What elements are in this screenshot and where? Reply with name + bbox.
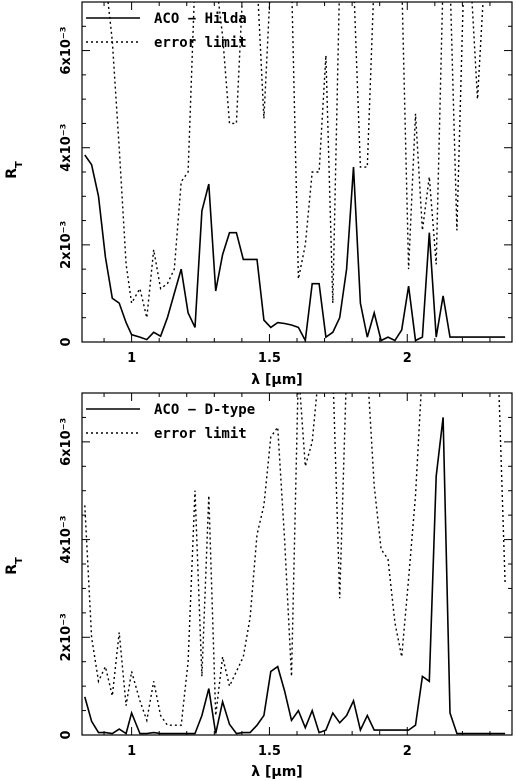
x-tick-label: 1.5 bbox=[258, 744, 281, 759]
series-aco-line bbox=[84, 417, 506, 735]
series-group bbox=[84, 2, 506, 342]
legend-label: error limit bbox=[154, 35, 247, 51]
x-tick-label: 1 bbox=[127, 351, 136, 366]
legend-label: ACO − Hilda bbox=[154, 11, 247, 27]
legend-label: error limit bbox=[154, 426, 247, 442]
series-aco-line bbox=[84, 154, 506, 342]
y-axis-label-subscript: T bbox=[14, 161, 25, 168]
series-group bbox=[84, 393, 506, 735]
y-axis-label-subscript: T bbox=[14, 557, 25, 564]
top-panel-hilda: 1 1.5 2 0 2x10⁻³ 4x10⁻³ 6x10⁻³ λ [μm] RT ACO − Hi… bbox=[4, 1, 513, 388]
y-tick-label: 2x10⁻³ bbox=[59, 613, 74, 661]
y-tick-label: 4x10⁻³ bbox=[59, 516, 74, 564]
x-tick-label: 2 bbox=[403, 351, 412, 366]
series-error-limit-line bbox=[84, 393, 506, 726]
y-axis-label: RT bbox=[4, 557, 25, 575]
y-axis-label: RT bbox=[4, 161, 25, 179]
y-tick-label: 0 bbox=[59, 730, 74, 739]
series-error-limit-line bbox=[107, 2, 484, 318]
legend-label: ACO − D-type bbox=[154, 402, 255, 418]
x-axis-label: λ [μm] bbox=[251, 372, 302, 388]
x-tick-label: 1 bbox=[127, 744, 136, 759]
x-tick-label: 1.5 bbox=[258, 351, 281, 366]
x-axis-label: λ [μm] bbox=[251, 764, 302, 780]
y-tick-label: 2x10⁻³ bbox=[59, 221, 74, 269]
y-tick-label: 0 bbox=[59, 337, 74, 346]
bottom-panel-d-type: 1 1.5 2 0 2x10⁻³ 4x10⁻³ 6x10⁻³ λ [μm] RT ACO − D-… bbox=[4, 392, 513, 780]
x-tick-label: 2 bbox=[403, 744, 412, 759]
y-tick-label: 6x10⁻³ bbox=[59, 27, 74, 75]
plot-frame bbox=[81, 1, 513, 343]
y-tick-label: 6x10⁻³ bbox=[59, 418, 74, 466]
y-tick-label: 4x10⁻³ bbox=[59, 124, 74, 172]
